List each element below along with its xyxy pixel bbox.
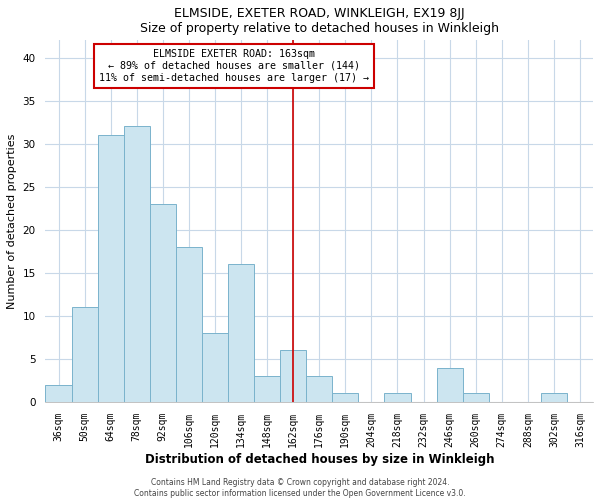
Bar xyxy=(280,350,306,402)
Bar xyxy=(124,126,150,402)
Y-axis label: Number of detached properties: Number of detached properties xyxy=(7,134,17,309)
Bar xyxy=(202,333,228,402)
Bar xyxy=(46,385,71,402)
Bar xyxy=(437,368,463,402)
Bar xyxy=(332,394,358,402)
Bar xyxy=(71,308,98,402)
Bar xyxy=(176,247,202,402)
Bar xyxy=(541,394,567,402)
Text: ELMSIDE EXETER ROAD: 163sqm
← 89% of detached houses are smaller (144)
11% of se: ELMSIDE EXETER ROAD: 163sqm ← 89% of det… xyxy=(100,50,370,82)
Bar xyxy=(150,204,176,402)
Bar xyxy=(463,394,489,402)
Text: Contains HM Land Registry data © Crown copyright and database right 2024.
Contai: Contains HM Land Registry data © Crown c… xyxy=(134,478,466,498)
Title: ELMSIDE, EXETER ROAD, WINKLEIGH, EX19 8JJ
Size of property relative to detached : ELMSIDE, EXETER ROAD, WINKLEIGH, EX19 8J… xyxy=(140,7,499,35)
Bar xyxy=(228,264,254,402)
Bar xyxy=(385,394,410,402)
Bar xyxy=(306,376,332,402)
X-axis label: Distribution of detached houses by size in Winkleigh: Distribution of detached houses by size … xyxy=(145,452,494,466)
Bar xyxy=(254,376,280,402)
Bar xyxy=(98,135,124,402)
